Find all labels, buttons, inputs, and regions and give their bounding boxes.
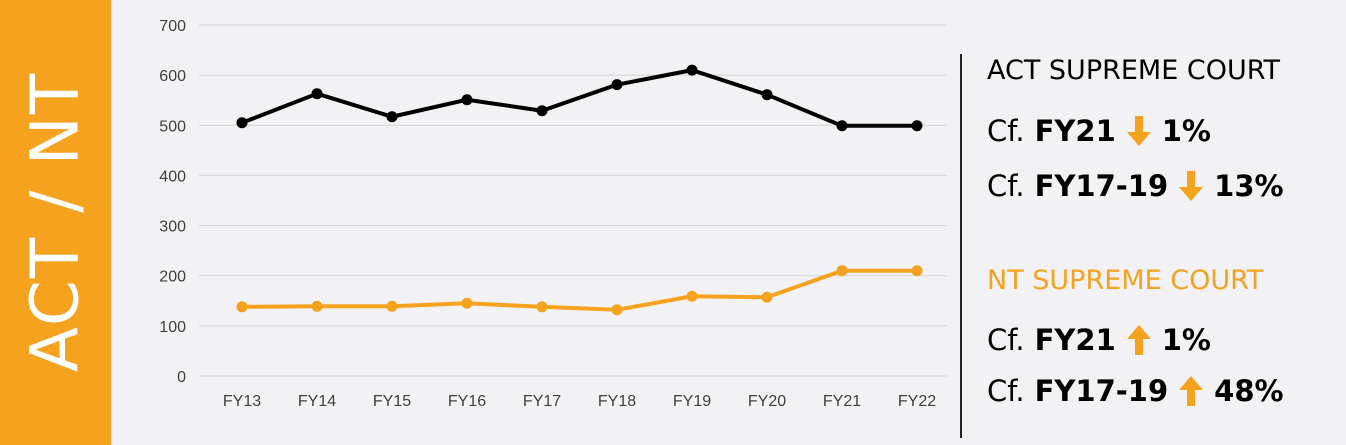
stat-prefix: Cf. (987, 114, 1025, 148)
x-tick-label: FY14 (298, 393, 336, 410)
down-arrow-icon (1126, 116, 1151, 146)
act-data-point (311, 88, 323, 100)
act-data-point (461, 94, 473, 106)
y-tick-label: 700 (159, 18, 186, 35)
nt-data-point (536, 301, 548, 313)
nt-data-point (461, 297, 473, 309)
act-panel: ACT SUPREME COURT (987, 55, 1280, 87)
stat-change: 13% (1214, 169, 1284, 203)
y-tick-label: 200 (159, 269, 186, 286)
stat-change: 1% (1161, 323, 1211, 357)
x-tick-label: FY18 (598, 393, 636, 410)
stat-period: FY17-19 (1034, 169, 1169, 203)
nt-data-point (761, 291, 773, 303)
act-data-point (611, 79, 623, 91)
act-data-point (836, 120, 848, 132)
y-tick-label: 400 (159, 168, 186, 185)
x-tick-label: FY13 (223, 393, 261, 410)
nt-series-line (241, 268, 917, 312)
act-data-point (236, 117, 248, 129)
y-tick-label: 100 (159, 319, 186, 336)
stat-change: 1% (1161, 114, 1211, 148)
nt-data-point (236, 301, 248, 313)
nt-stat-row-1: Cf. FY21 1% (987, 322, 1211, 358)
x-tick-label: FY19 (673, 393, 711, 410)
x-tick-label: FY22 (898, 393, 936, 410)
down-arrow-icon (1179, 171, 1204, 201)
x-tick-label: FY16 (448, 393, 486, 410)
nt-panel-title: NT SUPREME COURT (987, 265, 1264, 296)
y-tick-label: 300 (159, 219, 186, 236)
act-data-point (911, 120, 923, 132)
stat-period: FY17-19 (1034, 374, 1169, 408)
nt-data-point (311, 300, 323, 312)
nt-data-point (911, 265, 923, 277)
act-data-point (686, 64, 698, 76)
stat-prefix: Cf. (987, 374, 1025, 408)
act-stat-row-1: Cf. FY21 1% (987, 113, 1211, 149)
side-label: ACT / NT (16, 71, 94, 373)
y-tick-label: 0 (177, 369, 186, 386)
y-tick-label: 500 (159, 118, 186, 135)
act-data-point (761, 89, 773, 101)
act-data-point (386, 111, 398, 123)
stat-change: 48% (1214, 374, 1284, 408)
stat-period: FY21 (1034, 323, 1116, 357)
stat-period: FY21 (1034, 114, 1116, 148)
stat-prefix: Cf. (987, 169, 1025, 203)
side-band: ACT / NT (0, 0, 111, 445)
x-tick-label: FY20 (748, 393, 786, 410)
up-arrow-icon (1126, 325, 1151, 355)
act-panel-title: ACT SUPREME COURT (987, 55, 1281, 86)
nt-data-point (386, 300, 398, 312)
up-arrow-icon (1179, 376, 1204, 406)
act-data-point (536, 105, 548, 117)
panel-divider (960, 54, 962, 438)
nt-data-point (611, 304, 623, 316)
nt-data-point (836, 265, 848, 277)
line-chart: 0 100 200 300 400 500 600 700 FY13 FY14 FY15 FY16 FY… (159, 18, 947, 410)
act-stat-row-2: Cf. FY17-19 13% (987, 168, 1284, 204)
stat-prefix: Cf. (987, 323, 1025, 357)
nt-stat-row-2: Cf. FY17-19 48% (987, 373, 1284, 409)
nt-data-point (686, 290, 698, 302)
act-series-line (241, 68, 917, 128)
x-tick-label: FY17 (523, 393, 561, 410)
x-tick-label: FY21 (823, 393, 861, 410)
y-tick-label: 600 (159, 68, 186, 85)
nt-panel: NT SUPREME COURT (987, 265, 1263, 297)
x-tick-label: FY15 (373, 393, 411, 410)
